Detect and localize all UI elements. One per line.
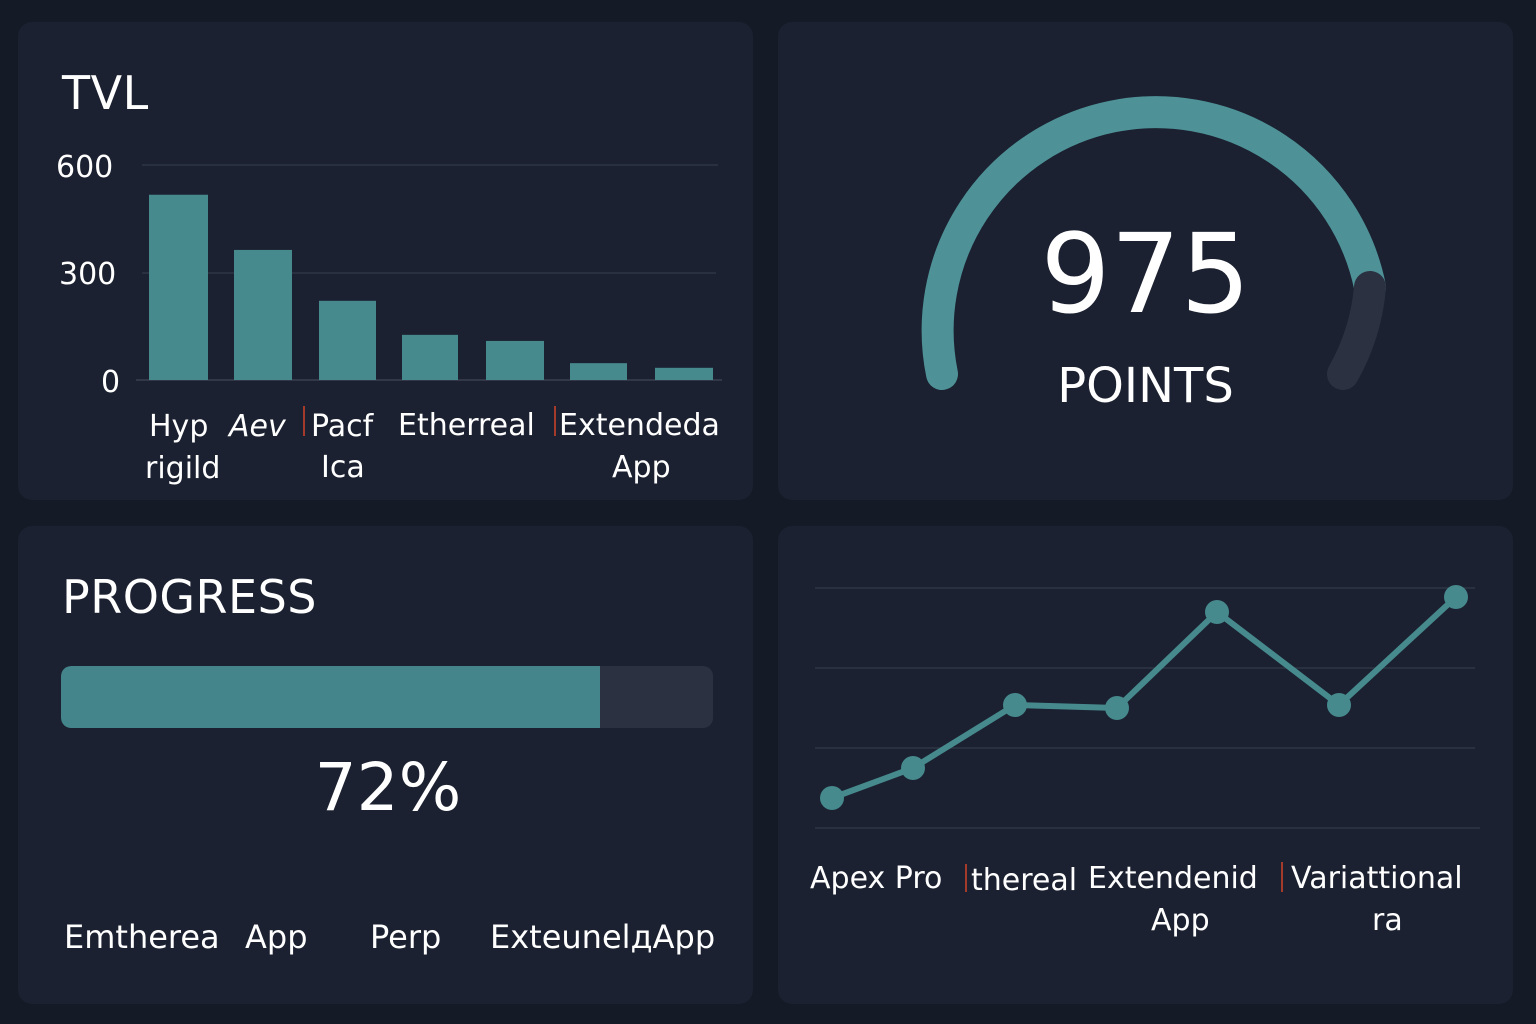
x-label-3a: Variattional xyxy=(1291,861,1463,896)
x-label-3b: ra xyxy=(1372,903,1403,938)
bar xyxy=(402,334,458,380)
progress-label-2: Perp xyxy=(370,918,442,956)
bar xyxy=(149,194,208,380)
line-point xyxy=(1327,693,1351,717)
tvl-title: TVL xyxy=(62,66,149,120)
line-point xyxy=(1444,585,1468,609)
bar-series xyxy=(149,194,713,380)
tvl-panel: TVL 600 300 0 Hyp rigild Aev Pacf Ica Et… xyxy=(18,22,753,500)
x-label-2b: App xyxy=(1151,903,1210,938)
line-point xyxy=(820,786,844,810)
line-point xyxy=(1105,696,1129,720)
x-label-0: Apex Pro xyxy=(810,861,942,896)
x-label-rigild: rigild xyxy=(145,451,220,486)
progress-fill xyxy=(61,666,600,728)
x-label-ica: Ica xyxy=(321,450,365,485)
line-series xyxy=(830,594,1459,801)
line-points xyxy=(820,585,1468,810)
y-tick-300: 300 xyxy=(59,257,116,292)
points-gauge-panel: 975 POINTS xyxy=(778,22,1513,500)
bar xyxy=(655,367,713,380)
line-chart-panel: Apex Pro thereal Extendenid App Variatti… xyxy=(778,526,1513,1004)
x-label-1: thereal xyxy=(971,863,1077,898)
points-gauge xyxy=(921,96,1386,390)
x-label-2a: Extendenid xyxy=(1088,861,1258,896)
gauge-value: 975 xyxy=(1040,210,1251,338)
bar xyxy=(319,300,376,380)
gauge-fill-arc xyxy=(921,96,1386,390)
progress-label-0: Emtherea xyxy=(64,918,220,956)
bar xyxy=(570,363,627,380)
x-label-pacf: Pacf xyxy=(311,409,375,444)
tvl-bar-chart: 600 300 0 Hyp rigild Aev Pacf Ica Etherr… xyxy=(56,150,722,486)
gauge-track-arc xyxy=(1327,271,1386,390)
gauge-unit-label: POINTS xyxy=(1057,358,1234,414)
line-chart: Apex Pro thereal Extendenid App Variatti… xyxy=(810,585,1480,938)
line-point xyxy=(1205,600,1229,624)
x-label-hyp: Hyp xyxy=(149,409,208,444)
progress-title: PROGRESS xyxy=(62,570,317,624)
progress-label-1: App xyxy=(245,918,308,956)
y-tick-600: 600 xyxy=(56,150,113,185)
x-label-etherreal: Etherreal xyxy=(398,408,535,443)
bar xyxy=(486,340,544,380)
progress-track xyxy=(61,666,713,728)
line-point xyxy=(901,756,925,780)
bar xyxy=(234,249,292,380)
x-label-extendeda: Extendeda xyxy=(559,408,720,443)
progress-percent: 72% xyxy=(314,749,462,826)
x-label-app: App xyxy=(612,450,671,485)
progress-label-3: ExteunelдApp xyxy=(490,918,716,956)
progress-panel: PROGRESS 72% Emtherea App Perp Exteunelд… xyxy=(18,526,753,1004)
line-point xyxy=(1003,693,1027,717)
y-tick-0: 0 xyxy=(101,365,120,400)
x-label-aev: Aev xyxy=(227,409,287,444)
